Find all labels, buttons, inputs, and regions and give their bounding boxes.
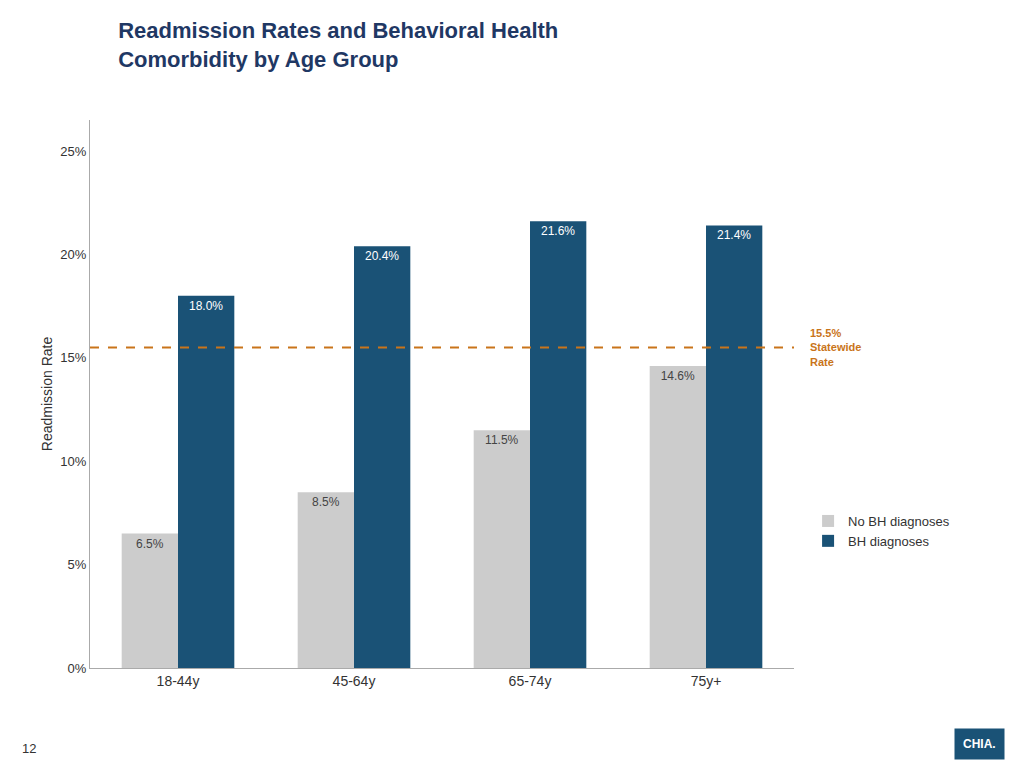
svg-text:21.6%: 21.6% [541, 224, 575, 238]
svg-text:CHIA.: CHIA. [963, 737, 996, 751]
svg-text:21.4%: 21.4% [717, 228, 751, 242]
svg-text:14.6%: 14.6% [661, 369, 695, 383]
svg-text:No BH diagnoses: No BH diagnoses [848, 514, 950, 529]
svg-text:6.5%: 6.5% [136, 537, 164, 551]
svg-text:65-74y: 65-74y [509, 673, 552, 689]
svg-text:10%: 10% [60, 454, 86, 469]
svg-text:0%: 0% [68, 661, 87, 676]
svg-text:18-44y: 18-44y [157, 673, 200, 689]
svg-text:Readmission Rates and Behavior: Readmission Rates and Behavioral HealthC… [118, 18, 558, 72]
svg-text:18.0%: 18.0% [189, 299, 223, 313]
svg-text:12: 12 [22, 741, 36, 756]
svg-text:11.5%: 11.5% [485, 433, 518, 447]
svg-text:8.5%: 8.5% [312, 495, 340, 509]
svg-text:20%: 20% [60, 247, 86, 262]
svg-text:5%: 5% [68, 557, 87, 572]
svg-text:BH diagnoses: BH diagnoses [848, 534, 929, 549]
svg-text:20.4%: 20.4% [365, 249, 399, 263]
svg-text:75y+: 75y+ [691, 673, 722, 689]
svg-text:15%: 15% [60, 350, 86, 365]
svg-text:45-64y: 45-64y [333, 673, 376, 689]
svg-text:Readmission Rate: Readmission Rate [39, 337, 55, 452]
svg-text:15.5%StatewideRate: 15.5%StatewideRate [810, 327, 861, 368]
svg-text:25%: 25% [60, 144, 86, 159]
